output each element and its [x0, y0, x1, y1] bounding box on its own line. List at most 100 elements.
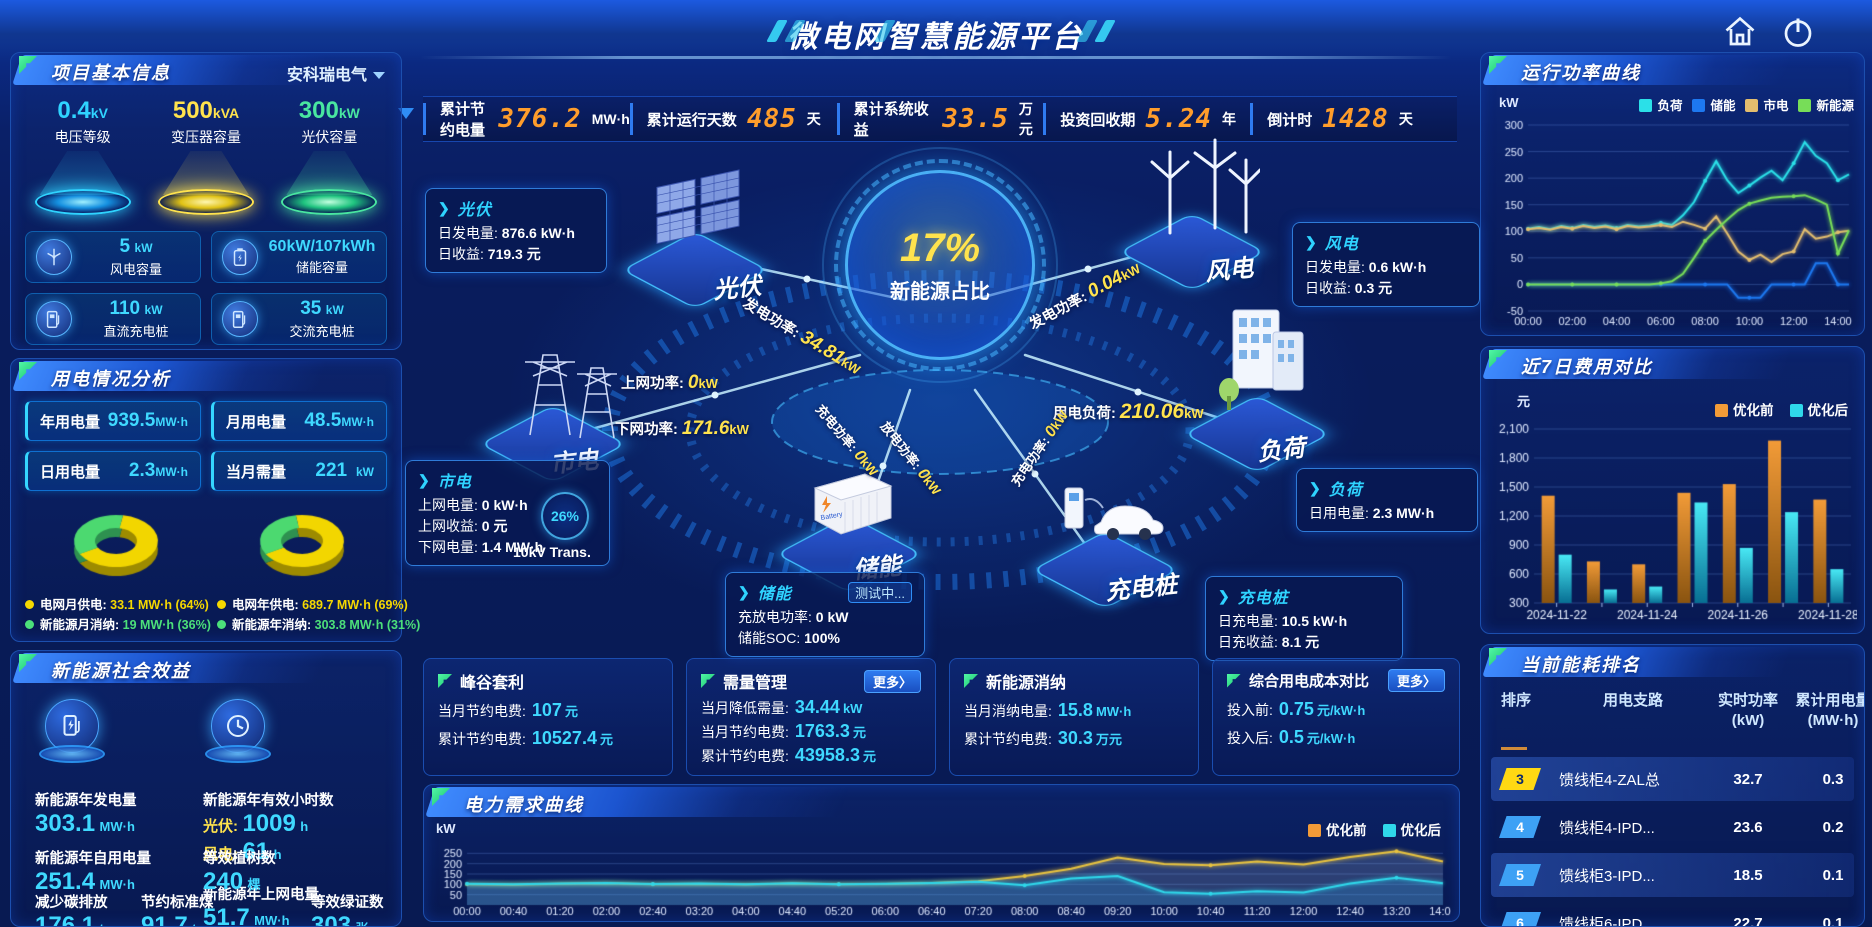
benefit-certs: 等效绿证数 303 张 [311, 895, 384, 927]
storage-info-box: ❯ 储能 测试中... 充放电功率: 0 kW 储能SOC: 100% [725, 572, 925, 657]
ac-charger-card: 35 kW 交流充电桩 [211, 293, 387, 345]
page-title: 微电网智慧能源平台 [787, 21, 1085, 54]
benefit-coal: 节约标准煤 91.7 t [141, 895, 214, 927]
panel-corner-icon [438, 674, 452, 688]
charger-node-label: 充电桩 [1104, 571, 1179, 606]
panel-corner-icon [1227, 673, 1241, 688]
wind-capacity-card: 5 kW 风电容量 [25, 231, 201, 283]
month-donut-legend[interactable]: 电网月供电: 33.1 MW·h (64%) 新能源月消纳: 19 MW·h (… [25, 595, 211, 635]
cost-7day-panel: 近7日费用对比 元 优化前 优化后 [1480, 346, 1865, 634]
month-usage-card: 月用电量 48.5MW·h [211, 401, 387, 441]
legend-swatch [1745, 99, 1759, 112]
social-benefit-panel: 新能源社会效益 新能源年发电量 303.1 MW·h 新能源年有效小时数 光伏:… [10, 650, 402, 927]
cost-legend[interactable]: 优化前 优化后 [1715, 399, 1848, 419]
ranking-table-body: 3 馈线柜4-ZAL总 32.7 0.3 4 馈线柜4-IPD... 23.6 0.2 … [1491, 757, 1854, 926]
panel-title: 项目基本信息 [51, 63, 171, 83]
voltage-level-cone: 0.4kV 电压等级 [24, 97, 142, 227]
table-row[interactable]: 3 馈线柜4-ZAL总 32.7 0.3 [1491, 757, 1854, 801]
stat-countdown: 倒计时 1428 天 [1250, 103, 1457, 135]
demand-legend[interactable]: 优化前 优化后 [1308, 819, 1441, 839]
benefit-co2: 减少碳排放 176.1 t [35, 895, 108, 927]
svg-text:Battery: Battery [820, 511, 844, 522]
energy-ranking-panel: 当前能耗排名 排序 用电支路 实时功率 (kW) 累计用电量 (MW·h) 3 馈线… [1480, 644, 1865, 927]
pv-capacity-cone: 300kW 光伏容量 [270, 97, 388, 227]
charging-station-icon [45, 699, 99, 753]
ev-charger-icon [1064, 487, 1164, 540]
panel-header: 近7日费用对比 [1481, 347, 1864, 381]
header-underline [1501, 747, 1527, 750]
rank-badge: 4 [1499, 816, 1541, 838]
wind-turbine-icon [36, 239, 72, 275]
load-flow: 用电负荷: 210.06kW [1053, 400, 1204, 423]
benefit-hours: 新能源年有效小时数 光伏: 1009 h 风电: 61 h [203, 793, 334, 865]
month-demand-card: 当月需量 221 kW [211, 451, 387, 491]
grid-down-flow: 下网功率: 171.6kW [615, 418, 749, 439]
legend-swatch [1382, 824, 1396, 837]
panel-header: 运行功率曲线 [1481, 53, 1864, 87]
new-energy-ratio-hub: 17% 新能源占比 [822, 147, 1058, 383]
legend-swatch [1789, 404, 1803, 417]
peak-valley-panel: 峰谷套利 当月节约电费: 107 元 累计节约电费: 10527.4 元 [423, 658, 673, 776]
table-row[interactable]: 6 馈线柜6-IPD 22.7 0.1 [1491, 901, 1854, 926]
transformer-load-gauge: 26% [541, 492, 589, 540]
storage-capacity-card: 60kW/107kWh 储能容量 [211, 231, 387, 283]
stat-saved-energy: 累计节约电量 376.2 MW·h [423, 101, 630, 139]
chevron-right-icon: ❯ [418, 471, 430, 488]
chevron-right-icon: ❯ [1305, 233, 1317, 250]
project-info-panel: 项目基本信息 安科瑞电气 0.4kV 电压等级 500kVA 变压器容量 300… [10, 52, 402, 350]
benefit-to-grid: 新能源年上网电量 51.7 MW·h [203, 887, 319, 927]
battery-icon [222, 239, 258, 275]
panel-title: 运行功率曲线 [1521, 63, 1641, 83]
year-usage-card: 年用电量 939.5MW·h [25, 401, 201, 441]
legend-swatch [1639, 99, 1653, 112]
chevron-right-icon: ❯ [438, 199, 450, 216]
load-info-box: ❯ 负荷 日用电量: 2.3 MW·h [1296, 468, 1478, 532]
wind-turbine-icon [1150, 138, 1260, 235]
table-row[interactable]: 5 馈线柜3-IPD... 18.5 0.1 [1491, 853, 1854, 897]
y-axis-unit: kW [1499, 95, 1519, 110]
company-select[interactable]: 安科瑞电气 [287, 61, 385, 85]
more-button[interactable]: 更多〉 [1387, 669, 1445, 692]
panel-title: 近7日费用对比 [1521, 357, 1654, 377]
power-button[interactable] [1780, 14, 1820, 54]
run-power-panel: 运行功率曲线 kW 负荷 储能 市电 新能源 [1480, 52, 1865, 336]
benefit-trees: 等效植树数 240 棵 [203, 851, 276, 895]
year-donut-legend[interactable]: 电网年供电: 689.7 MW·h (69%) 新能源年消纳: 303.8 MW… [217, 595, 420, 635]
benefit-generation: 新能源年发电量 303.1 MW·h [35, 793, 137, 837]
building-icon [1219, 309, 1304, 410]
testing-badge: 测试中... [848, 581, 912, 603]
panel-header: 当前能耗排名 [1481, 645, 1864, 679]
stat-payback-period: 投资回收期 5.24 年 [1043, 103, 1250, 135]
collapse-arrow-icon[interactable] [398, 108, 414, 119]
demand-management-panel: 需量管理 更多〉 当月降低需量: 34.44 kW 当月节约电费: 1763.3 元 累计… [686, 658, 936, 776]
capacity-cards: 5 kW 风电容量 60kW/107kWh 储能容量 110 kW 直流充电桩 35 … [25, 231, 387, 345]
new-energy-percent: 17% [899, 226, 981, 270]
capacity-cones: 0.4kV 电压等级 500kVA 变压器容量 300kW 光伏容量 [21, 97, 391, 227]
stat-run-days: 累计运行天数 485 天 [629, 103, 837, 135]
home-button[interactable] [1722, 14, 1762, 54]
charger-icon [36, 301, 72, 337]
legend-dot [25, 600, 34, 609]
chevron-right-icon: ❯ [1309, 479, 1321, 496]
table-row[interactable]: 4 馈线柜4-IPD... 23.6 0.2 [1491, 805, 1854, 849]
rank-badge: 5 [1499, 864, 1541, 886]
legend-swatch [1715, 404, 1728, 417]
grid-up-flow: 上网功率: 0kW [621, 372, 718, 393]
transformer-capacity-cone: 500kVA 变压器容量 [147, 97, 265, 227]
run-power-legend[interactable]: 负荷 储能 市电 新能源 [1639, 95, 1854, 114]
more-button[interactable]: 更多〉 [863, 669, 921, 693]
y-axis-unit: kW [436, 821, 456, 836]
panel-title: 当前能耗排名 [1521, 655, 1641, 675]
new-energy-consumption-panel: 新能源消纳 当月消纳电量: 15.8 MW·h 累计节约电费: 30.3 万元 [949, 658, 1199, 776]
hours-pedestal [203, 699, 273, 763]
cost-comparison-panel: 综合用电成本对比 更多〉 投入前: 0.75 元/kW·h 投入后: 0.5 元/kW·h [1212, 658, 1460, 776]
pv-info-box: ❯ 光伏 日发电量: 876.6 kW·h 日收益: 719.3 元 [425, 188, 607, 273]
power-icon [1784, 18, 1812, 47]
legend-dot [217, 600, 226, 609]
rank-badge: 6 [1499, 912, 1541, 926]
energy-flow-diagram: 17% 新能源占比 光伏 风电 市电 负荷 [405, 100, 1480, 665]
chevron-down-icon [373, 72, 385, 80]
panel-title: 电力需求曲线 [464, 795, 584, 815]
chevron-right-icon: ❯ [738, 583, 750, 600]
